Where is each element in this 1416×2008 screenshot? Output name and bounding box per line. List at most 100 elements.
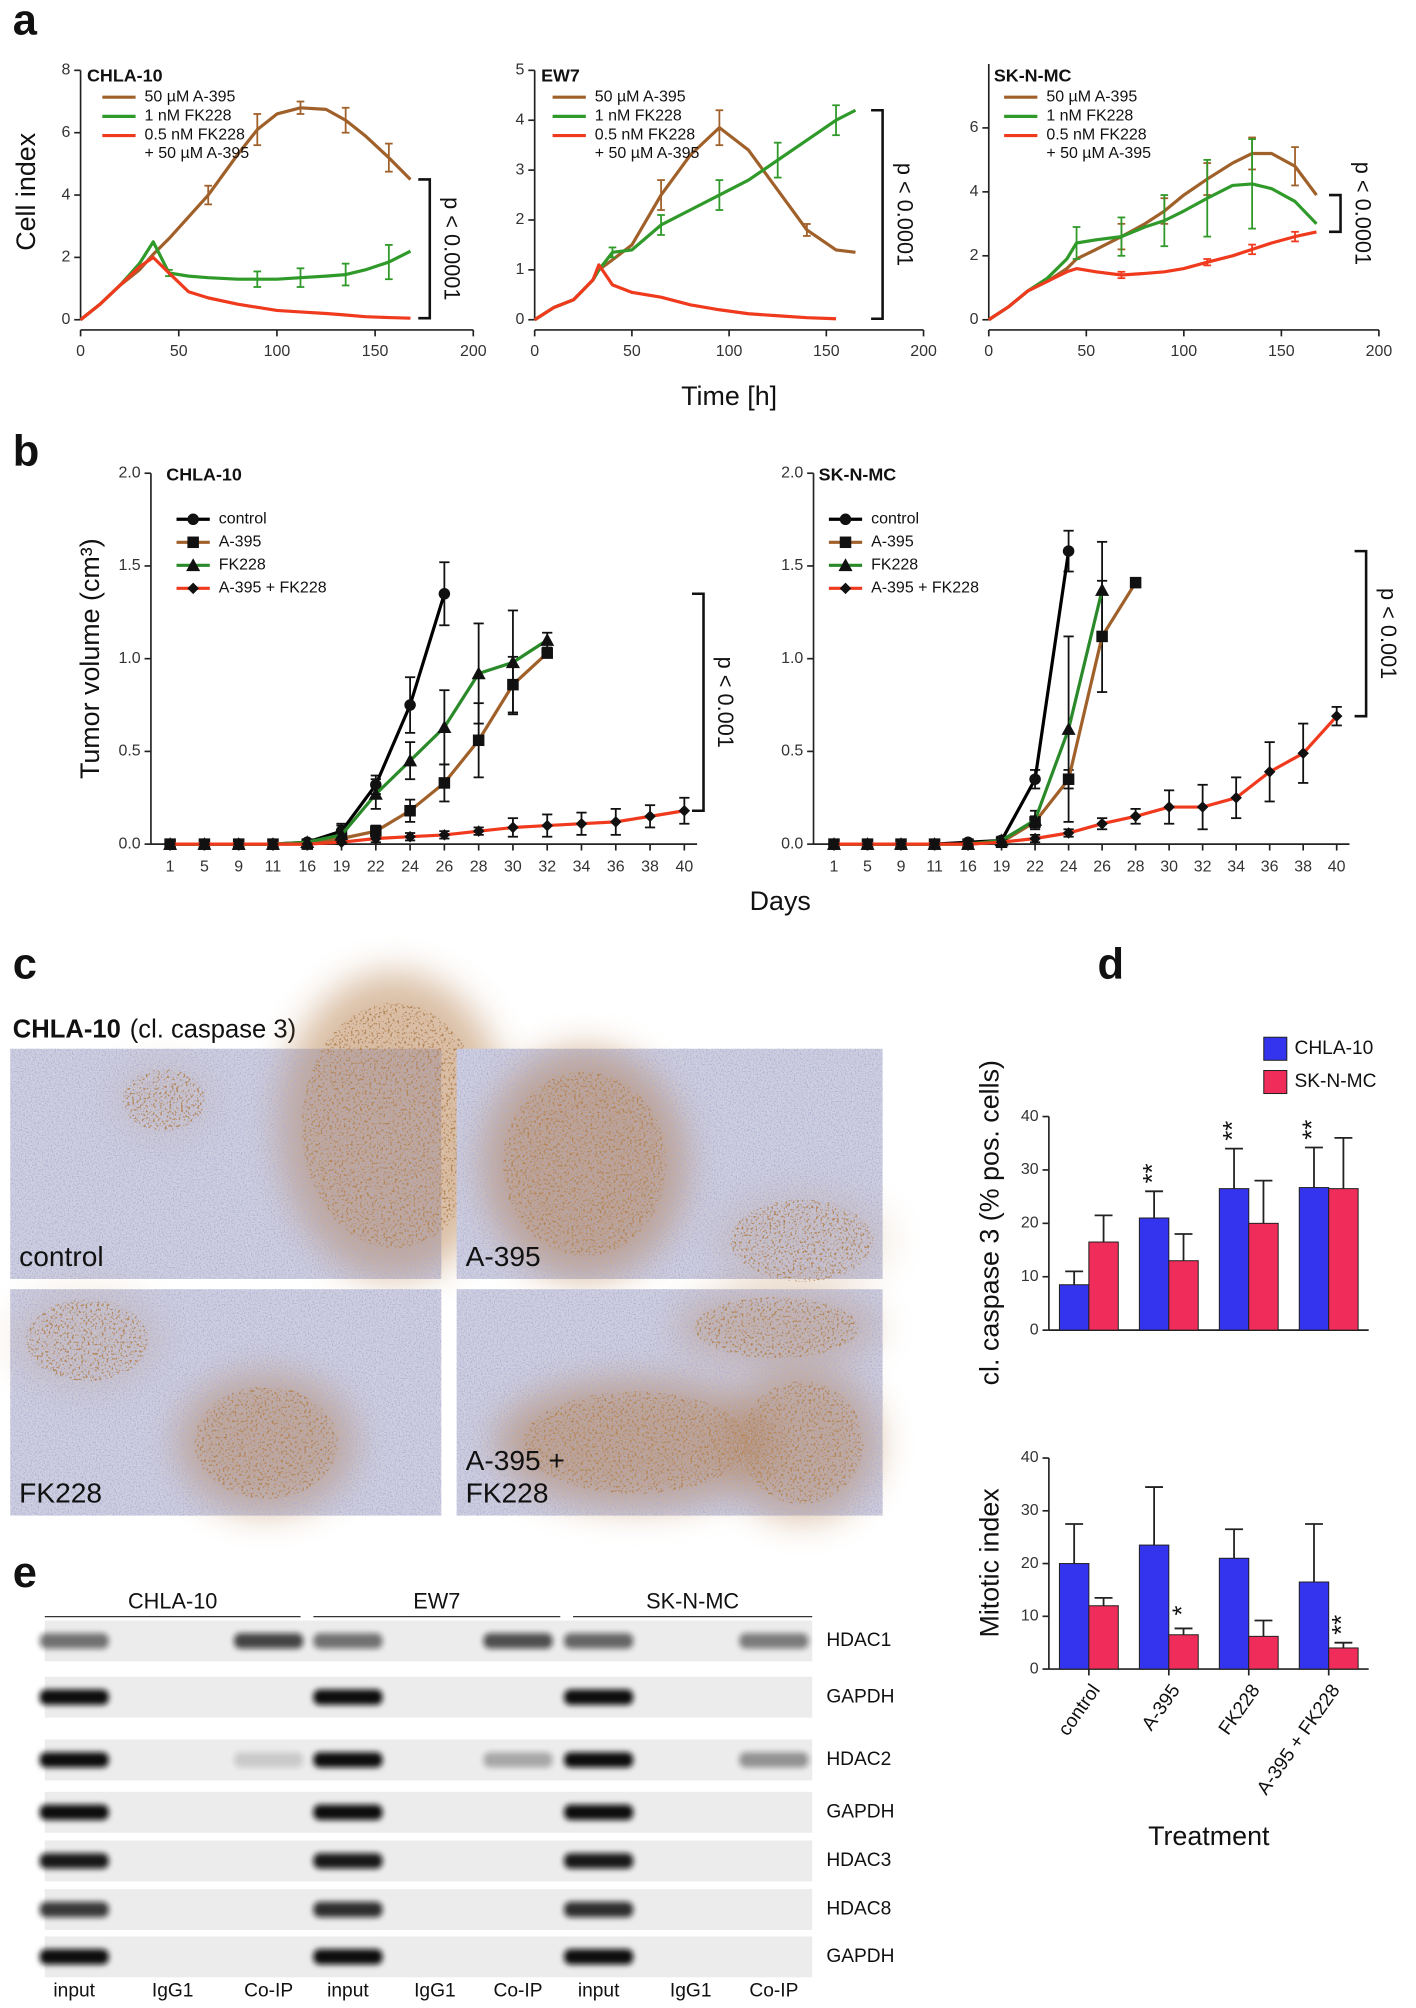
y-tick-label: 2 <box>516 211 525 228</box>
significance-mark: ** <box>1219 1121 1247 1141</box>
legend-label: FK228 <box>219 557 266 574</box>
legend-label: 1 nM FK228 <box>595 108 682 125</box>
significance-mark: ** <box>1139 1163 1167 1183</box>
x-tick-label: 24 <box>1060 858 1078 875</box>
image-panel-subtitle: (cl. caspase 3) <box>130 1016 296 1044</box>
p-value: p < 0.001 <box>713 657 738 748</box>
x-tick-label: 38 <box>1294 858 1312 875</box>
marker <box>1096 817 1108 830</box>
significance-bracket <box>1354 549 1368 718</box>
x-tick-label: 28 <box>470 858 488 875</box>
blot-row-label: GAPDH <box>826 1801 894 1822</box>
blot-band <box>39 1689 109 1705</box>
stain-specks <box>523 1391 749 1494</box>
bar <box>1168 1260 1199 1331</box>
marker <box>437 720 452 734</box>
line-series <box>79 255 411 321</box>
marker <box>334 827 349 841</box>
marker <box>1163 801 1175 813</box>
marker <box>995 836 1008 849</box>
significance-mark: * <box>1168 1606 1196 1616</box>
blot-lane-label: IgG1 <box>414 1980 456 2001</box>
x-tick-label: 200 <box>910 343 937 360</box>
x-axis-label: Days <box>750 886 811 916</box>
x-tick-label: 32 <box>1194 858 1212 875</box>
y-tick-label: 5 <box>516 62 525 79</box>
text-line: A-395 + <box>466 1446 565 1477</box>
stain-specks <box>301 1002 487 1249</box>
blot-band <box>313 1853 383 1869</box>
marker <box>335 836 348 849</box>
y-tick-label: 4 <box>61 186 70 203</box>
marker <box>541 647 553 659</box>
bar <box>1248 1635 1279 1670</box>
bar <box>1138 1544 1170 1670</box>
legend-label: control <box>871 510 919 527</box>
blot-lane-label: input <box>53 1980 95 2001</box>
x-tick-label: 50 <box>623 343 641 360</box>
line-series <box>170 638 549 846</box>
legend-label: 50 µM A-395 <box>595 88 686 105</box>
x-tick-label: 40 <box>1328 858 1346 875</box>
y-tick-label: 40 <box>1021 1108 1039 1125</box>
y-tick-label: 4 <box>516 111 525 128</box>
legend-label: 0.5 nM FK228 + 50 µM A-395 <box>1046 127 1151 162</box>
y-tick-label: 3 <box>516 161 525 178</box>
legend-label: control <box>219 510 267 527</box>
marker <box>370 832 382 845</box>
y-tick-label: 1.0 <box>781 650 803 667</box>
marker <box>438 588 451 600</box>
marker <box>839 536 852 549</box>
x-tick-label: 30 <box>504 858 522 875</box>
x-tick-label: 100 <box>716 343 743 360</box>
bar <box>1328 1647 1359 1670</box>
bar <box>1168 1634 1199 1670</box>
ihc-image: A-395 <box>456 1048 892 1292</box>
marker <box>1062 545 1075 557</box>
x-tick-label: 26 <box>1093 858 1111 875</box>
marker <box>187 536 199 549</box>
line-series <box>987 182 1318 322</box>
bar <box>1088 1241 1119 1331</box>
marker <box>187 513 199 526</box>
p-value: p < 0.0001 <box>892 163 917 266</box>
legend-label: A-395 <box>871 534 914 551</box>
bar <box>1088 1605 1119 1670</box>
y-tick-label: 0 <box>516 311 525 328</box>
line-series <box>833 589 1104 846</box>
line-series <box>833 715 1338 846</box>
marker <box>1196 801 1209 813</box>
x-tick-label: 19 <box>993 858 1011 875</box>
bar <box>1138 1217 1170 1331</box>
blot-strip <box>44 1739 813 1781</box>
y-tick-label: 0.5 <box>119 743 141 760</box>
x-axis-label: Treatment <box>1148 1821 1270 1851</box>
line-series <box>987 151 1318 322</box>
x-tick-label: 5 <box>863 858 872 875</box>
x-tick-label: 9 <box>234 858 243 875</box>
x-axis-label: Time [h] <box>681 381 777 411</box>
blot-band <box>39 1752 109 1768</box>
panel-letter: b <box>13 428 40 476</box>
line-series <box>533 263 837 322</box>
y-tick-label: 0.0 <box>119 835 141 852</box>
blot-lane-label: IgG1 <box>152 1980 194 2001</box>
y-axis-label: Tumor volume (cm³) <box>75 538 105 779</box>
ihc-image: control <box>10 972 510 1279</box>
stain-specks <box>694 1296 859 1359</box>
line-series <box>79 240 412 321</box>
y-tick-label: 6 <box>970 119 979 136</box>
legend-label: A-395 + FK228 <box>219 580 327 597</box>
blot-band <box>39 1633 109 1649</box>
x-tick-label: 36 <box>607 858 625 875</box>
bar <box>1298 1581 1330 1670</box>
p-value: p < 0.001 <box>1376 588 1401 679</box>
blot-strip <box>44 1936 813 1978</box>
significance-mark: ** <box>1299 1120 1327 1140</box>
x-tick-label: 50 <box>170 343 188 360</box>
p-value: p < 0.0001 <box>440 197 465 300</box>
text-line: 0.5 nM FK228 <box>595 127 695 144</box>
blot-lane-label: Co-IP <box>494 1980 543 2001</box>
line-series <box>833 581 1137 846</box>
